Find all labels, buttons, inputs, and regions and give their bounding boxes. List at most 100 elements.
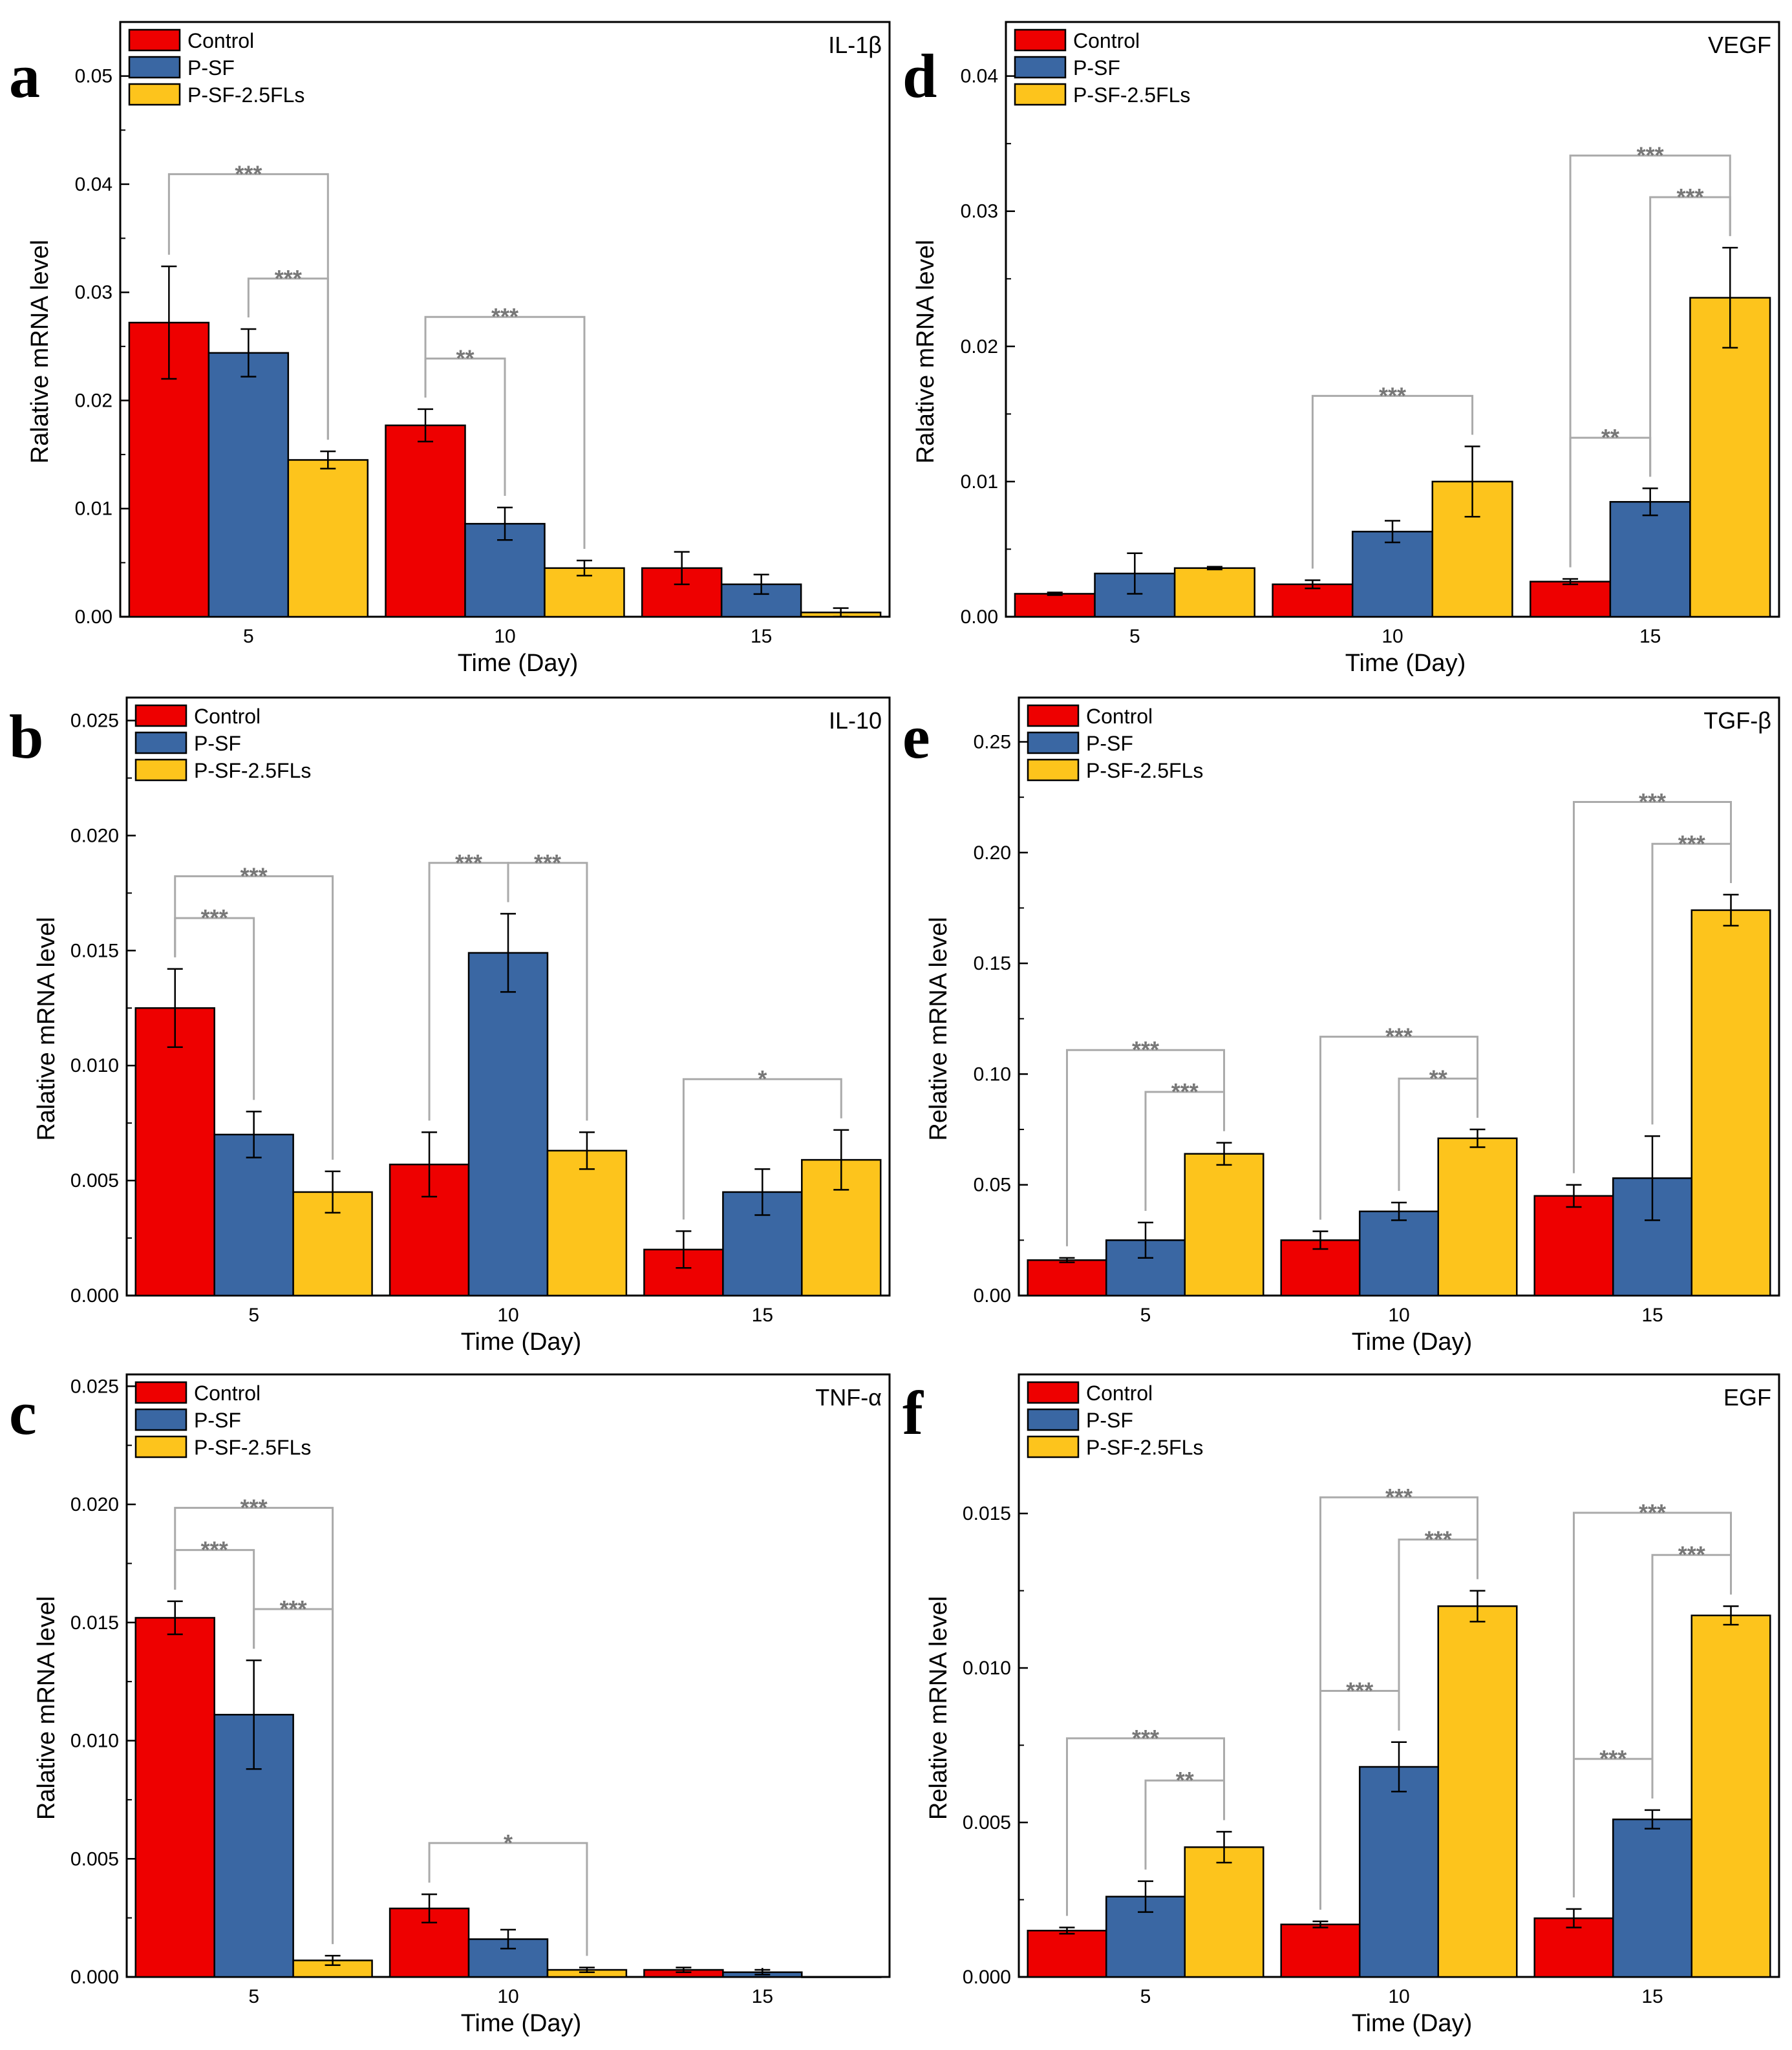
y-tick-label: 0.015: [70, 1612, 119, 1634]
y-tick-label: 0.010: [963, 1658, 1011, 1679]
significance-label: ***: [534, 849, 561, 876]
chart-title: TGF-β: [1703, 707, 1771, 734]
legend-swatch: [128, 83, 181, 106]
bar-control: [134, 1007, 215, 1297]
legend-label: P-SF-2.5FLs: [1086, 759, 1203, 782]
y-tick-label: 0.01: [961, 471, 998, 493]
chart-panel-c: c TNF-α 0.000 0.005 0.010 0.015 0.020 0.025 Rala…: [9, 1373, 891, 2037]
significance-label: ***: [240, 1494, 268, 1521]
significance-label: *: [504, 1830, 513, 1856]
y-tick-label: 0.00: [974, 1285, 1011, 1307]
bar-p-sf-2-5fls: [1689, 297, 1771, 618]
bar-p-sf-2-5fls: [546, 1149, 628, 1297]
x-tick-label: 5: [1140, 1305, 1151, 1326]
legend-swatch: [134, 1408, 187, 1431]
significance-bracket: [1065, 1049, 1226, 1246]
y-tick-label: 0.05: [75, 66, 112, 87]
bar-control: [1533, 1195, 1614, 1297]
significance-label: ***: [1676, 184, 1703, 210]
legend-label: P-SF-2.5FLs: [194, 759, 311, 782]
legend-swatch: [1027, 704, 1080, 727]
legend-swatch: [1027, 1408, 1080, 1431]
legend-swatch: [134, 1381, 187, 1404]
legend-label: Control: [187, 29, 254, 52]
y-tick-label: 0.00: [75, 606, 112, 628]
x-axis-label: Time (Day): [1352, 1329, 1472, 1356]
legend-swatch: [128, 28, 181, 52]
x-tick-label: 15: [752, 1986, 773, 2007]
legend-label: Control: [194, 705, 261, 728]
significance-bracket: [1144, 1091, 1226, 1211]
y-tick-label: 0.05: [974, 1175, 1011, 1196]
significance-bracket: [1649, 196, 1731, 477]
x-tick-label: 15: [1639, 626, 1661, 647]
legend-swatch: [134, 1435, 187, 1458]
chart-title: EGF: [1723, 1384, 1771, 1411]
y-tick-label: 0.10: [974, 1063, 1011, 1085]
bar-control: [134, 1617, 215, 1978]
x-tick-label: 10: [1388, 1305, 1409, 1326]
legend-swatch: [1014, 56, 1067, 79]
y-axis-label: Ralative mRNA level: [27, 240, 54, 464]
chart-title: VEGF: [1708, 32, 1771, 58]
bar-p-sf-2-5fls: [801, 1976, 882, 1978]
significance-bracket: [424, 358, 506, 496]
legend-swatch: [1014, 83, 1067, 106]
y-tick-label: 0.010: [70, 1731, 119, 1752]
y-tick-label: 0.00: [961, 606, 998, 628]
x-tick-label: 5: [1129, 626, 1140, 647]
significance-label: ***: [1385, 1023, 1413, 1050]
x-axis-label: Time (Day): [461, 2010, 581, 2037]
chart-panel-e: e TGF-β 0.00 0.05 0.10 0.15 0.20 0.25 Relative m…: [902, 696, 1780, 1356]
significance-bracket: [1569, 155, 1731, 568]
bar-p-sf-2-5fls: [1173, 567, 1255, 618]
legend-swatch: [134, 704, 187, 727]
panel-letter: d: [902, 41, 937, 111]
x-tick-label: 15: [1641, 1986, 1663, 2007]
legend-label: P-SF-2.5FLs: [187, 83, 304, 107]
significance-bracket: [174, 875, 334, 1160]
legend-label: P-SF: [1086, 732, 1133, 755]
bar-p-sf: [1612, 1818, 1693, 1978]
significance-bracket: [1319, 1036, 1479, 1220]
y-tick-label: 0.005: [70, 1170, 119, 1191]
significance-label: ***: [275, 265, 302, 292]
y-axis-label: Ralative mRNA level: [912, 240, 939, 464]
significance-bracket: [507, 862, 588, 1121]
significance-label: ***: [201, 904, 228, 931]
bar-p-sf-2-5fls: [1437, 1137, 1518, 1297]
legend-swatch: [1027, 758, 1080, 782]
y-axis-label: Ralative mRNA level: [33, 1596, 60, 1820]
legend-label: Control: [1086, 1382, 1153, 1405]
significance-bracket: [174, 917, 255, 1100]
significance-label: ***: [1639, 789, 1666, 815]
significance-label: ***: [1379, 382, 1406, 409]
significance-label: **: [1429, 1065, 1447, 1091]
significance-label: ***: [455, 849, 482, 876]
bar-p-sf: [213, 1133, 294, 1297]
y-tick-label: 0.20: [974, 842, 1011, 864]
legend-label: Control: [1086, 705, 1153, 728]
significance-bracket: [1311, 394, 1474, 569]
significance-label: ***: [1132, 1725, 1159, 1751]
x-tick-label: 15: [751, 626, 772, 647]
x-tick-label: 15: [752, 1305, 773, 1326]
significance-label: ***: [1346, 1678, 1373, 1704]
bar-control: [1027, 1930, 1107, 1978]
legend-label: P-SF-2.5FLs: [1073, 83, 1190, 107]
significance-bracket: [1398, 1538, 1479, 1731]
y-tick-label: 0.25: [974, 732, 1011, 753]
x-tick-label: 5: [1140, 1986, 1151, 2007]
significance-label: ***: [280, 1596, 307, 1622]
significance-label: **: [456, 345, 475, 372]
legend-swatch: [1027, 1435, 1080, 1458]
significance-label: *: [758, 1065, 767, 1092]
bar-control: [1014, 593, 1096, 618]
x-tick-label: 10: [497, 1305, 518, 1326]
y-tick-label: 0.000: [70, 1967, 119, 1988]
legend-label: P-SF-2.5FLs: [194, 1436, 311, 1459]
y-tick-label: 0.015: [70, 940, 119, 961]
significance-label: ***: [1132, 1036, 1159, 1063]
x-tick-label: 5: [243, 626, 254, 647]
